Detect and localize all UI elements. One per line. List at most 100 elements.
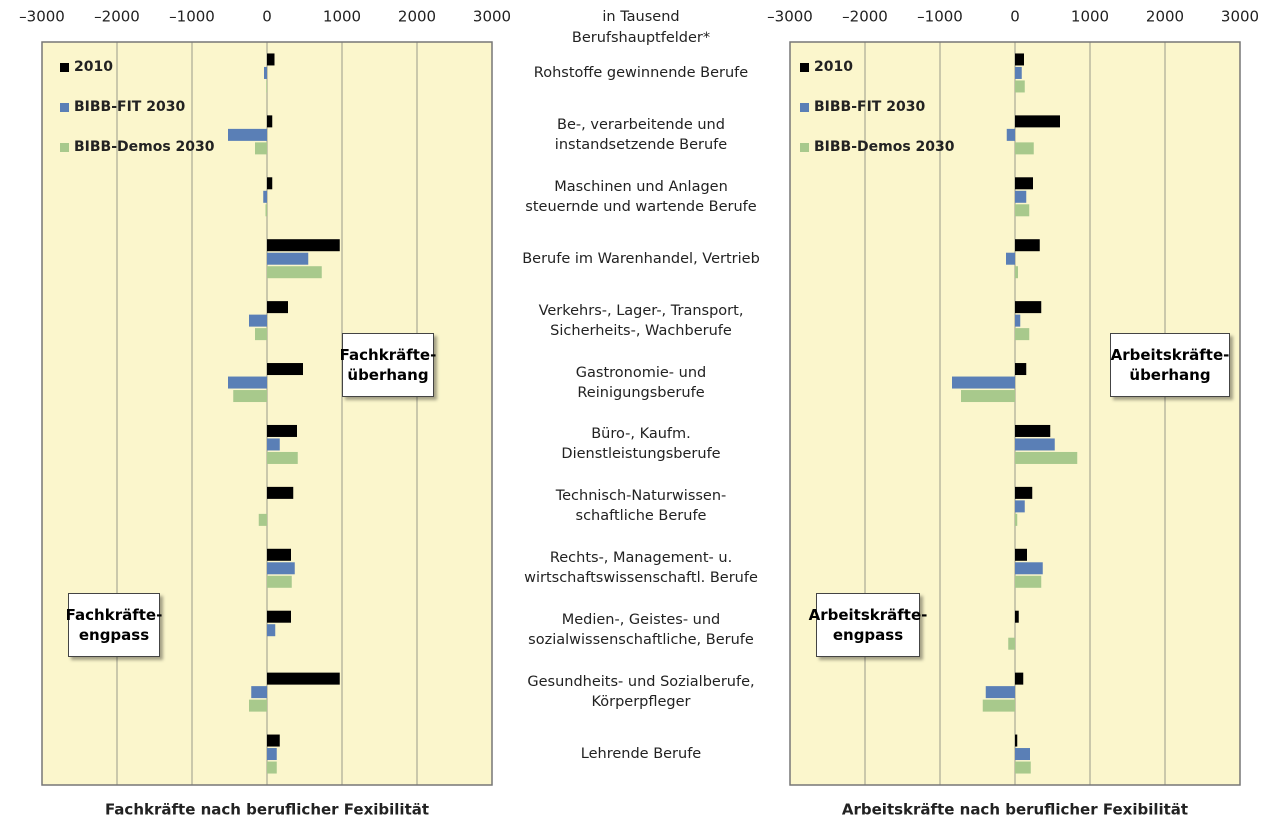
bar bbox=[1015, 451, 1078, 464]
legend-swatch bbox=[800, 63, 809, 72]
bar bbox=[228, 128, 267, 141]
bar bbox=[249, 699, 267, 712]
bar bbox=[263, 190, 267, 203]
bar bbox=[267, 53, 275, 66]
category-label: Rechts-, Management- u. wirtschaftswisse… bbox=[524, 550, 758, 587]
plot-border bbox=[789, 41, 1241, 786]
bar bbox=[258, 513, 267, 526]
bar bbox=[267, 610, 291, 623]
bar bbox=[267, 548, 291, 561]
bar bbox=[267, 363, 303, 376]
bar bbox=[251, 686, 267, 699]
bar bbox=[1015, 562, 1043, 575]
bar bbox=[267, 438, 280, 451]
legend-swatch bbox=[800, 143, 809, 152]
bar bbox=[1015, 486, 1033, 499]
x-tick-label: 3000 bbox=[473, 8, 511, 26]
category-label: Technisch-Naturwissen- schaftliche Beruf… bbox=[555, 488, 727, 525]
bar bbox=[961, 390, 1015, 403]
bar bbox=[267, 562, 295, 575]
bar bbox=[1015, 328, 1030, 341]
chart-title: Arbeitskräfte nach beruflicher Fexibilit… bbox=[842, 801, 1188, 819]
legend-label: 2010 bbox=[74, 59, 113, 75]
bar bbox=[1015, 610, 1019, 623]
bar bbox=[267, 761, 277, 774]
category-label: Rohstoffe gewinnende Berufe bbox=[533, 64, 749, 81]
x-tick-label: –3000 bbox=[19, 8, 65, 26]
legend-swatch bbox=[60, 103, 69, 112]
bar bbox=[1006, 252, 1015, 265]
bar bbox=[255, 142, 267, 155]
bar bbox=[1006, 128, 1015, 141]
legend-label: 2010 bbox=[814, 59, 853, 75]
legend-swatch bbox=[800, 103, 809, 112]
category-label: Lehrende Berufe bbox=[580, 746, 702, 763]
x-tick-label: 1000 bbox=[323, 8, 361, 26]
bar bbox=[1015, 142, 1034, 155]
bar bbox=[233, 390, 267, 403]
category-label: Berufe im Warenhandel, Vertrieb bbox=[522, 250, 760, 267]
plot-border bbox=[41, 41, 493, 786]
x-tick-label: 1000 bbox=[1071, 8, 1109, 26]
bar bbox=[1015, 513, 1018, 526]
bar bbox=[249, 314, 267, 327]
bar bbox=[1015, 761, 1031, 774]
bar bbox=[267, 486, 294, 499]
bar bbox=[1015, 66, 1022, 79]
legend-swatch bbox=[60, 63, 69, 72]
category-label: Verkehrs-, Lager-, Transport, Sicherheit… bbox=[538, 302, 744, 339]
x-tick-label: 0 bbox=[262, 8, 272, 26]
bar bbox=[267, 424, 297, 437]
legend-label: BIBB-Demos 2030 bbox=[74, 139, 215, 155]
bar bbox=[1015, 500, 1025, 513]
bar bbox=[267, 748, 277, 761]
bar bbox=[952, 376, 1015, 389]
bar bbox=[1015, 239, 1040, 252]
category-label: Be-, verarbeitende und instandsetzende B… bbox=[554, 116, 728, 153]
bar bbox=[1015, 53, 1024, 66]
bar bbox=[267, 266, 322, 279]
annotation: Arbeitskräfte- engpass bbox=[809, 593, 927, 657]
legend-label: BIBB-Demos 2030 bbox=[814, 139, 955, 155]
bar bbox=[267, 115, 273, 128]
bar bbox=[982, 699, 1015, 712]
bar bbox=[228, 376, 267, 389]
bar bbox=[267, 301, 288, 314]
bar bbox=[1015, 734, 1018, 747]
bar bbox=[255, 328, 267, 341]
chart-title: Fachkräfte nach beruflicher Fexibilität bbox=[105, 801, 429, 819]
category-label: Gesundheits- und Sozialberufe, Körperpfl… bbox=[527, 674, 755, 711]
bar bbox=[1015, 190, 1027, 203]
category-label: Maschinen und Anlagen steuernde und wart… bbox=[525, 178, 757, 215]
bar bbox=[267, 177, 273, 190]
bar bbox=[1015, 80, 1025, 93]
legend-swatch bbox=[60, 143, 69, 152]
bar bbox=[1015, 575, 1042, 588]
x-tick-label: –1000 bbox=[169, 8, 215, 26]
x-tick-label: 2000 bbox=[1146, 8, 1184, 26]
bar bbox=[267, 451, 298, 464]
x-tick-label: 2000 bbox=[398, 8, 436, 26]
bar bbox=[267, 672, 340, 685]
categories-header: Berufshauptfelder* bbox=[571, 30, 711, 46]
bar bbox=[1015, 548, 1027, 561]
bar bbox=[1015, 424, 1051, 437]
annotation: Arbeitskräfte- überhang bbox=[1110, 333, 1230, 397]
category-label: Büro-, Kaufm. Dienstleistungsberufe bbox=[561, 426, 721, 463]
x-tick-label: –2000 bbox=[94, 8, 140, 26]
unit-label: in Tausend bbox=[602, 9, 680, 25]
bar bbox=[1015, 314, 1021, 327]
x-tick-label: –1000 bbox=[917, 8, 963, 26]
x-tick-label: 3000 bbox=[1221, 8, 1259, 26]
bar bbox=[1015, 115, 1060, 128]
annotation: Fachkräfte- überhang bbox=[340, 333, 436, 397]
bar bbox=[1015, 266, 1018, 279]
bar bbox=[267, 239, 340, 252]
bar bbox=[267, 252, 309, 265]
bar bbox=[1015, 204, 1030, 217]
bar bbox=[1015, 301, 1042, 314]
legend-label: BIBB-FIT 2030 bbox=[74, 99, 185, 115]
bar bbox=[264, 66, 267, 79]
